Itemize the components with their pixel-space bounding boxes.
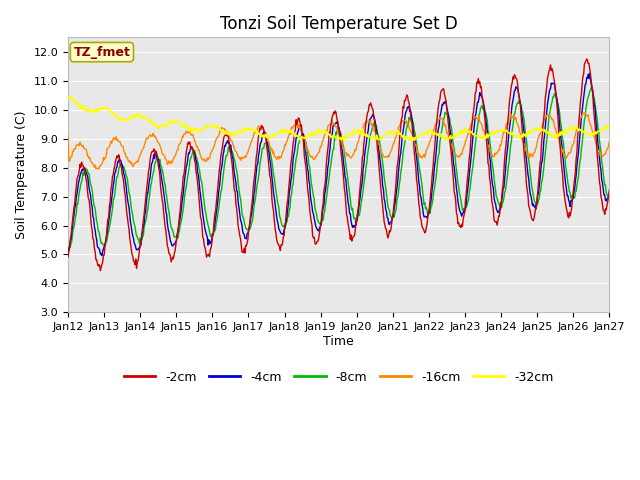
Y-axis label: Soil Temperature (C): Soil Temperature (C) bbox=[15, 110, 28, 239]
Text: TZ_fmet: TZ_fmet bbox=[74, 46, 131, 59]
Legend: -2cm, -4cm, -8cm, -16cm, -32cm: -2cm, -4cm, -8cm, -16cm, -32cm bbox=[119, 366, 559, 389]
Title: Tonzi Soil Temperature Set D: Tonzi Soil Temperature Set D bbox=[220, 15, 458, 33]
X-axis label: Time: Time bbox=[323, 335, 354, 348]
